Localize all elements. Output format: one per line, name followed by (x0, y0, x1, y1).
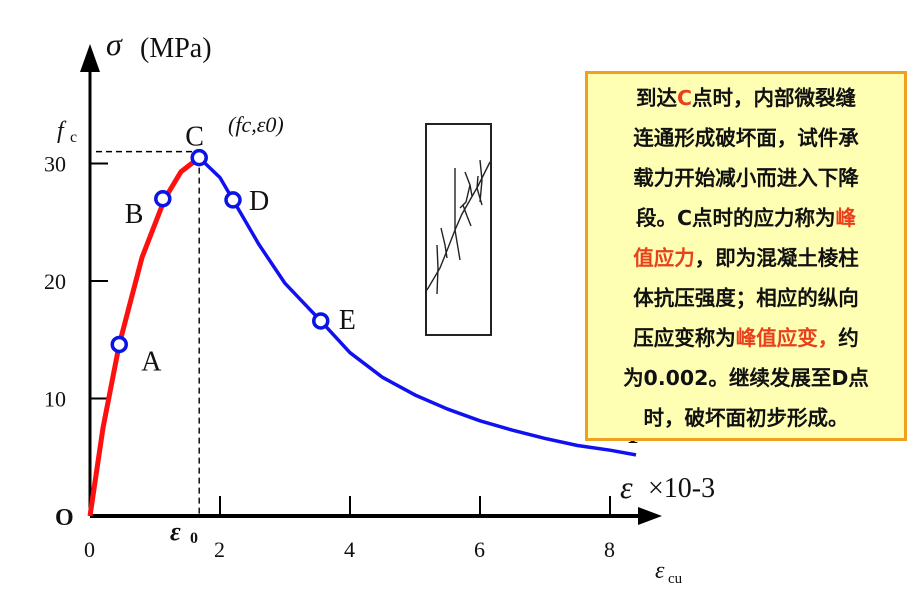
x-tick-label: 2 (214, 537, 225, 562)
y-axis-arrow-icon (80, 44, 100, 72)
origin-label: O (55, 505, 74, 531)
point-label-A: A (141, 346, 162, 377)
note-text: 到达 (635, 86, 677, 110)
x-axis-unit: ×10-3 (648, 473, 715, 504)
note-highlight: 峰 (835, 206, 857, 230)
point-marker-A (110, 335, 128, 354)
point-marker-B (154, 190, 172, 208)
y-tick-label: 30 (44, 152, 66, 177)
y-axis-symbol: σ (106, 26, 123, 62)
eps0-label: ε (170, 517, 181, 546)
ecu-subscript: cu (668, 571, 683, 587)
note-line: 为0.002。继续发展至D点 (588, 358, 904, 398)
note-line: 压应变称为峰值应变，约 (588, 318, 904, 358)
peak-annotation: (fc,ε0) (228, 112, 284, 137)
note-text: 约 (838, 326, 859, 350)
point-label-D: D (249, 186, 269, 217)
point-marker-C (190, 148, 208, 167)
x-axis-symbol: ε (620, 469, 633, 505)
y-axis-unit: (MPa) (140, 33, 212, 64)
x-axis-arrow-icon (638, 507, 662, 525)
fc-subscript: c (70, 129, 77, 146)
note-line: 值应力，即为混凝土棱柱 (588, 238, 904, 278)
fc-label: f (57, 118, 67, 144)
note-highlight: 峰值应变， (735, 326, 839, 350)
eps0-subscript: 0 (190, 530, 198, 547)
x-tick-label: 8 (604, 537, 615, 562)
note-text: 连通形成破坏面，试件承 (633, 126, 859, 150)
explanation-note: 到达C点时，内部微裂缝 连通形成破坏面，试件承 载力开始减小而进入下降 段。C点时的应… (585, 71, 907, 441)
y-tick-label: 20 (44, 269, 66, 294)
note-text: 为0.002。继续发展至D点 (623, 366, 869, 390)
note-text: 体抗压强度；相应的纵向 (633, 286, 859, 310)
point-marker-D (224, 191, 242, 209)
x-tick-label: 6 (474, 537, 485, 562)
point-label-E: E (339, 305, 356, 336)
note-text: 载力开始减小而进入下降 (633, 166, 859, 190)
cracked-specimen-icon (425, 123, 492, 336)
note-text: ，即为混凝土棱柱 (694, 246, 859, 270)
ecu-label: ε (655, 558, 665, 584)
note-text: 时，破坏面初步形成。 (643, 406, 849, 430)
note-line: 载力开始减小而进入下降 (588, 158, 904, 198)
note-highlight: C (676, 86, 693, 110)
point-label-C: C (185, 122, 204, 153)
note-line: 时，破坏面初步形成。 (588, 398, 904, 438)
note-line: 体抗压强度；相应的纵向 (588, 278, 904, 318)
note-line: 连通形成破坏面，试件承 (588, 118, 904, 158)
point-marker-E (312, 312, 330, 330)
note-highlight: 值应力 (633, 246, 695, 270)
note-text: 段。C点时的应力称为 (635, 206, 836, 230)
x-tick-label: 0 (84, 537, 95, 562)
point-label-B: B (125, 199, 144, 230)
note-line: 到达C点时，内部微裂缝 (588, 78, 904, 118)
note-line: 段。C点时的应力称为峰 (588, 198, 904, 238)
x-tick-label: 4 (344, 537, 355, 562)
note-text: 压应变称为 (633, 326, 736, 350)
ascending-curve (87, 155, 201, 517)
note-text: 点时，内部微裂缝 (692, 86, 857, 110)
descending-curve (197, 156, 637, 457)
y-tick-label: 10 (44, 387, 66, 412)
